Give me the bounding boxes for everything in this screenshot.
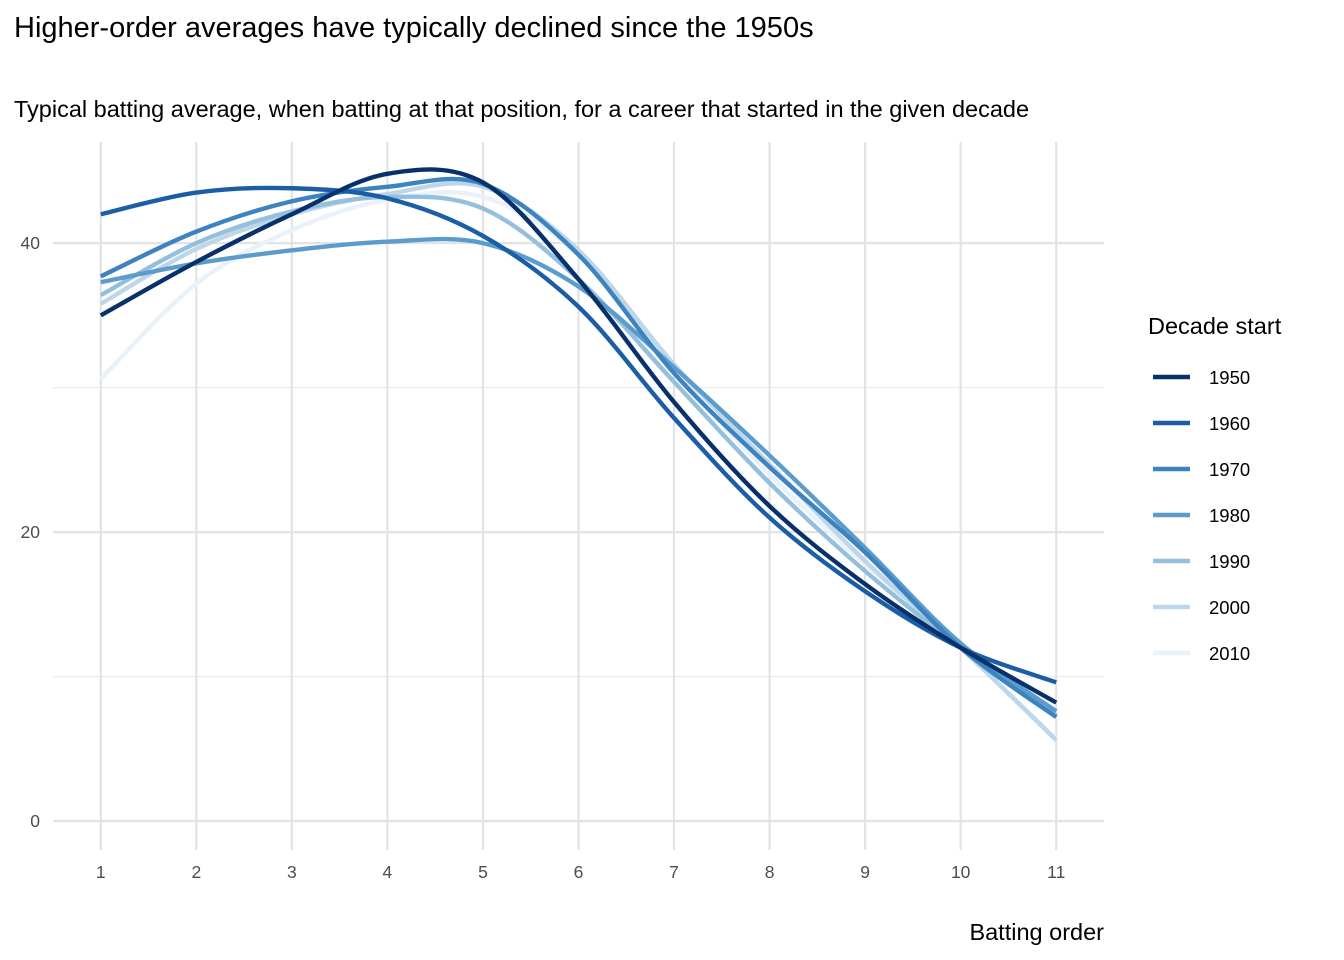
- series-line-1990: [99, 194, 1058, 718]
- legend-label-1960: 1960: [1209, 413, 1250, 434]
- legend-label-1950: 1950: [1209, 367, 1250, 388]
- chart-subtitle: Typical batting average, when batting at…: [14, 96, 1030, 122]
- series-line-1970: [99, 176, 1058, 719]
- x-axis-title: Batting order: [969, 919, 1104, 945]
- x-tick-label: 3: [287, 862, 297, 882]
- x-tick-label: 5: [478, 862, 488, 882]
- x-tick-label: 11: [1047, 862, 1065, 882]
- x-tick-label: 4: [383, 862, 393, 882]
- x-tick-label: 1: [96, 862, 106, 882]
- legend-title: Decade start: [1148, 313, 1282, 339]
- x-tick-label: 2: [191, 862, 201, 882]
- legend-label-1990: 1990: [1209, 551, 1250, 572]
- x-tick-label: 6: [574, 862, 584, 882]
- x-tick-label: 8: [765, 862, 775, 882]
- series-line-1980: [100, 236, 1058, 714]
- legend: Decade start 1950 1960 1970 1980 1990 2000 201…: [1148, 313, 1282, 664]
- series-line-1950: [99, 167, 1058, 705]
- legend-label-2010: 2010: [1209, 643, 1250, 664]
- y-tick-label: 40: [21, 233, 41, 253]
- x-tick-label: 10: [951, 862, 971, 882]
- legend-label-2000: 2000: [1209, 597, 1250, 618]
- chart-title: Higher-order averages have typically dec…: [14, 12, 814, 44]
- x-tick-label: 9: [860, 862, 870, 882]
- y-tick-label: 20: [21, 522, 41, 542]
- x-tick-label: 7: [669, 862, 679, 882]
- tick-labels: 0 20 40 1 2 3 4 5 6 7 8 9 10 11: [21, 233, 1066, 882]
- series-lines: [99, 167, 1058, 742]
- legend-label-1980: 1980: [1209, 505, 1250, 526]
- legend-label-1970: 1970: [1209, 459, 1250, 480]
- series-line-2000: [99, 181, 1058, 742]
- series-line-1960: [100, 185, 1057, 685]
- y-tick-label: 0: [30, 811, 40, 831]
